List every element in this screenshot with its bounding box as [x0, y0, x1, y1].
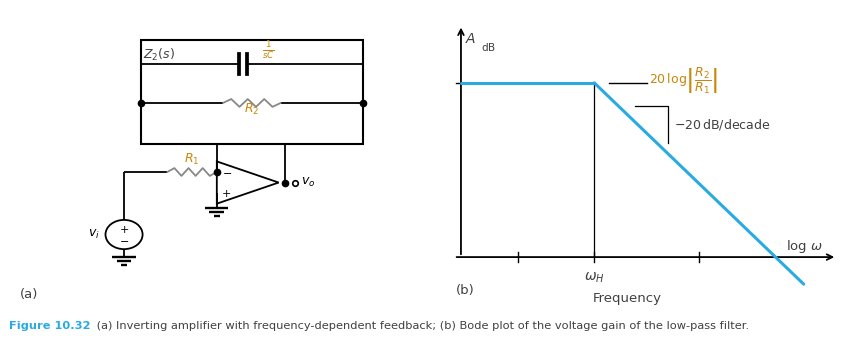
Text: $\mathrm{dB}$: $\mathrm{dB}$: [481, 41, 496, 53]
Text: (a) Inverting amplifier with frequency-dependent feedback; (b) Bode plot of the : (a) Inverting amplifier with frequency-d…: [93, 321, 749, 331]
Text: $-$: $-$: [119, 235, 129, 245]
Text: Frequency: Frequency: [593, 292, 662, 305]
Text: Figure 10.32: Figure 10.32: [9, 321, 90, 331]
Text: $v_i$: $v_i$: [88, 228, 100, 241]
Text: $+$: $+$: [221, 188, 231, 199]
Text: $\frac{1}{sC}$: $\frac{1}{sC}$: [262, 39, 275, 61]
Text: $R_1$: $R_1$: [185, 152, 200, 167]
Text: (a): (a): [20, 288, 39, 301]
Text: $Z_2(s)$: $Z_2(s)$: [143, 47, 174, 63]
Bar: [141, 39, 363, 143]
Text: (b): (b): [456, 284, 475, 297]
Text: $\log\,\omega$: $\log\,\omega$: [786, 238, 823, 255]
Text: $v_o$: $v_o$: [301, 176, 315, 189]
Text: $-$: $-$: [222, 167, 232, 177]
Text: $+$: $+$: [119, 224, 129, 236]
Text: $R_2$: $R_2$: [244, 102, 259, 117]
Text: $A$: $A$: [465, 33, 476, 47]
Text: $-20\,\mathrm{dB/decade}$: $-20\,\mathrm{dB/decade}$: [673, 117, 771, 132]
Text: $\omega_H$: $\omega_H$: [584, 271, 605, 285]
Text: $20\,\log\!\left|\dfrac{R_2}{R_1}\right|$: $20\,\log\!\left|\dfrac{R_2}{R_1}\right|…: [649, 66, 718, 96]
